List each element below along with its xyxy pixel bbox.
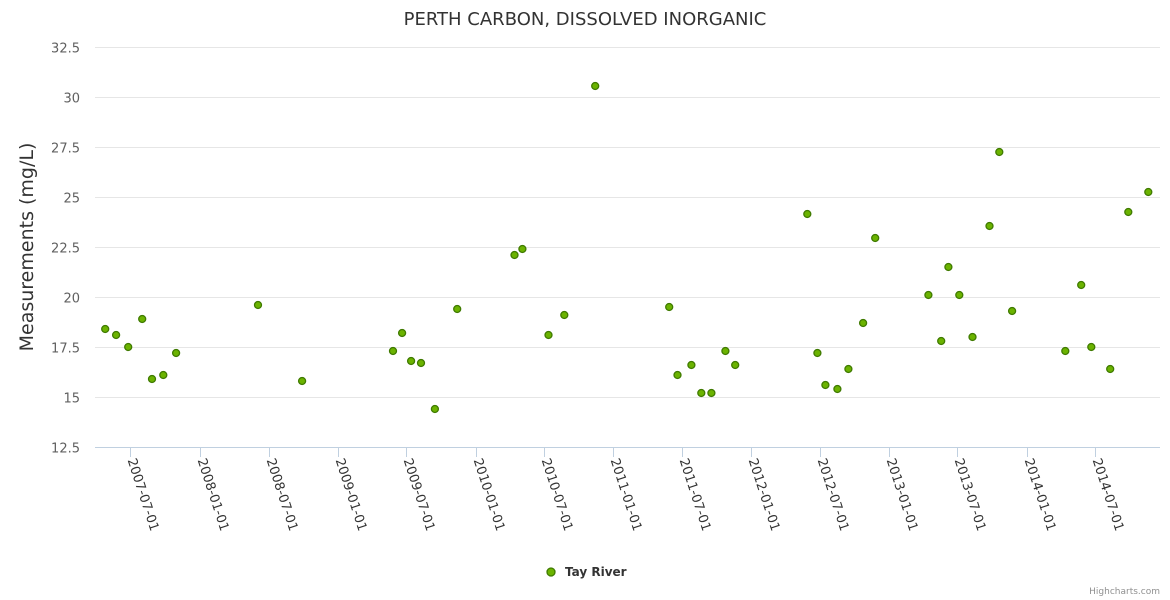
data-point[interactable] xyxy=(665,302,674,312)
data-point[interactable] xyxy=(697,388,706,398)
data-point[interactable] xyxy=(944,262,953,272)
legend-marker-icon xyxy=(546,567,556,577)
x-tick-label: 2008-01-01 xyxy=(194,457,232,533)
data-point[interactable] xyxy=(995,147,1004,157)
data-point[interactable] xyxy=(937,336,946,346)
data-point[interactable] xyxy=(591,81,600,91)
data-point[interactable] xyxy=(821,380,830,390)
data-point[interactable] xyxy=(453,304,462,314)
data-point[interactable] xyxy=(803,209,812,219)
data-point[interactable] xyxy=(673,370,682,380)
y-tick-label: 22.5 xyxy=(51,242,80,257)
series-tay-river xyxy=(101,81,1153,414)
x-tick-label: 2011-07-01 xyxy=(676,457,714,533)
data-point[interactable] xyxy=(510,250,519,260)
x-tick-label: 2012-01-01 xyxy=(745,457,783,533)
y-tick-label: 27.5 xyxy=(51,142,80,157)
x-tick-label: 2009-01-01 xyxy=(332,457,370,533)
data-point[interactable] xyxy=(416,358,426,368)
y-tick-label: 12.5 xyxy=(51,442,80,457)
data-point[interactable] xyxy=(924,290,933,300)
credits-link[interactable]: Highcharts.com xyxy=(1089,587,1160,597)
x-tick-label: 2009-07-01 xyxy=(400,457,438,533)
x-tick-label: 2014-01-01 xyxy=(1021,457,1059,533)
chart-title: PERTH CARBON, DISSOLVED INORGANIC xyxy=(404,9,767,30)
x-tick-label: 2007-07-01 xyxy=(124,457,162,533)
data-point[interactable] xyxy=(171,348,181,358)
data-point[interactable] xyxy=(1144,187,1153,197)
data-point[interactable] xyxy=(844,364,853,374)
data-point[interactable] xyxy=(138,314,147,324)
data-point[interactable] xyxy=(544,330,553,340)
gridlines xyxy=(95,47,1160,398)
data-point[interactable] xyxy=(111,330,121,340)
data-point[interactable] xyxy=(253,300,263,310)
data-point[interactable] xyxy=(397,328,407,338)
data-point[interactable] xyxy=(985,221,994,231)
x-tick-label: 2012-07-01 xyxy=(814,457,852,533)
data-point[interactable] xyxy=(101,324,110,334)
data-point[interactable] xyxy=(388,346,398,356)
data-point[interactable] xyxy=(1087,342,1096,352)
y-tick-label: 32.5 xyxy=(51,42,80,57)
y-tick-label: 25 xyxy=(63,192,80,207)
data-point[interactable] xyxy=(968,332,977,342)
x-tick-label: 2010-07-01 xyxy=(538,457,576,533)
data-point[interactable] xyxy=(687,360,696,370)
data-point[interactable] xyxy=(721,346,730,356)
x-tick-label: 2011-01-01 xyxy=(607,457,645,533)
data-point[interactable] xyxy=(406,356,416,366)
x-tick-label: 2014-07-01 xyxy=(1089,457,1127,533)
data-point[interactable] xyxy=(159,370,168,380)
x-tick-label: 2013-01-01 xyxy=(883,457,921,533)
data-point[interactable] xyxy=(124,342,133,352)
data-point[interactable] xyxy=(1077,280,1086,290)
legend-label: Tay River xyxy=(565,565,627,579)
y-tick-label: 30 xyxy=(63,92,80,107)
data-point[interactable] xyxy=(1061,346,1070,356)
x-tick-label: 2013-07-01 xyxy=(951,457,989,533)
y-tick-label: 20 xyxy=(63,292,80,307)
data-point[interactable] xyxy=(731,360,740,370)
data-point[interactable] xyxy=(518,244,527,254)
data-point[interactable] xyxy=(707,388,716,398)
y-axis-title: Measurements (mg/L) xyxy=(16,143,38,352)
data-point[interactable] xyxy=(955,290,964,300)
data-point[interactable] xyxy=(1007,306,1017,316)
x-tick-label: 2008-07-01 xyxy=(263,457,301,533)
data-point[interactable] xyxy=(560,310,569,320)
data-point[interactable] xyxy=(858,318,868,328)
data-point[interactable] xyxy=(871,233,880,243)
y-tick-label: 15 xyxy=(63,392,80,407)
data-point[interactable] xyxy=(1106,364,1115,374)
data-point[interactable] xyxy=(430,404,440,414)
y-tick-label: 17.5 xyxy=(51,342,80,357)
data-point[interactable] xyxy=(813,348,822,358)
y-axis-ticks: 12.5 15 17.5 20 22.5 25 27.5 30 32.5 xyxy=(51,42,80,457)
data-point[interactable] xyxy=(833,384,842,394)
x-tick-label: 2010-01-01 xyxy=(470,457,508,533)
data-point[interactable] xyxy=(297,376,307,386)
data-point[interactable] xyxy=(147,374,157,384)
data-point[interactable] xyxy=(1124,207,1133,217)
legend-item-tay-river[interactable]: Tay River xyxy=(546,565,627,579)
x-axis-ticks: 2007-07-01 2008-01-01 2008-07-01 2009-01-01… xyxy=(124,447,1127,533)
